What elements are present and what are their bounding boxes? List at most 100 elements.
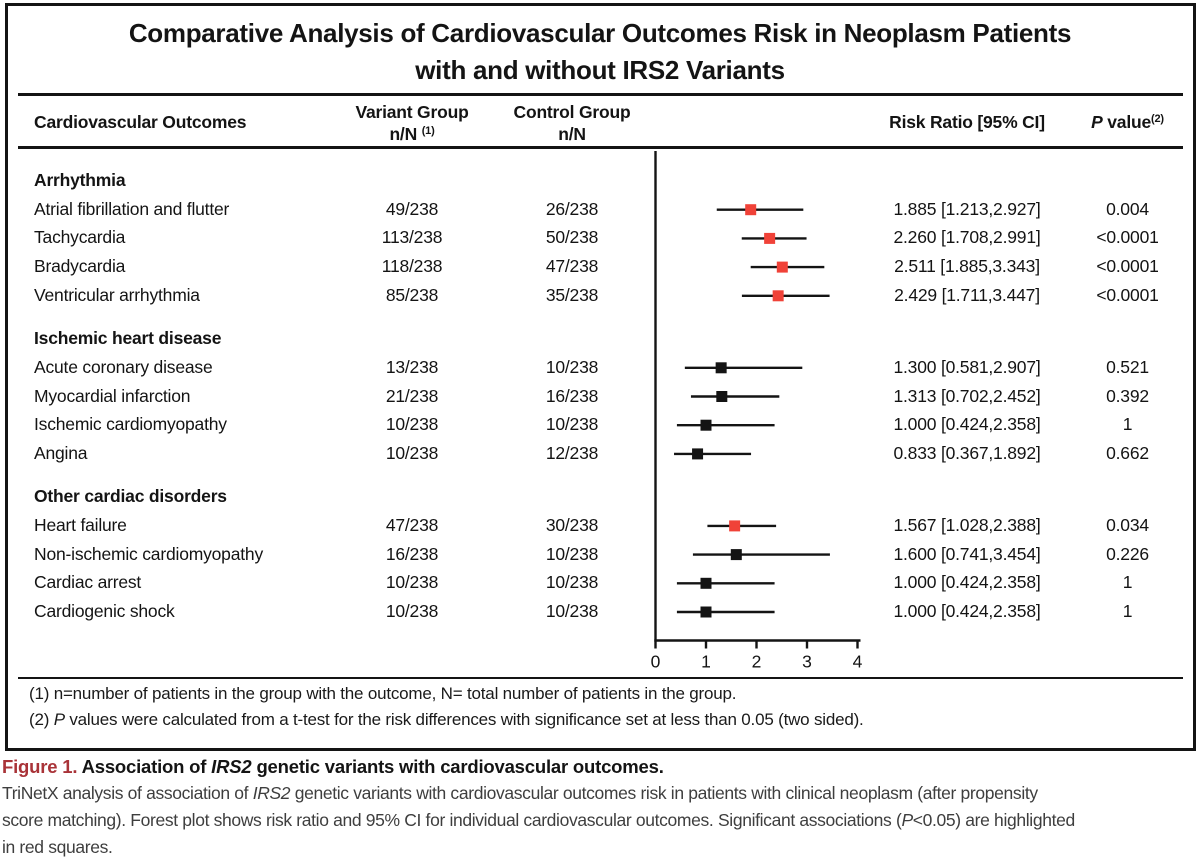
variant-count: 49/238	[385, 198, 439, 219]
control-count: 35/238	[545, 284, 599, 305]
p-value: 0.662	[1106, 442, 1149, 463]
variant-footnote-marker: (1)	[421, 125, 435, 137]
caption-title: Figure 1. Association of IRS2 genetic va…	[2, 756, 664, 778]
outcome-label: Tachycardia	[34, 227, 126, 248]
control-count: 50/238	[545, 227, 599, 248]
caption-title-gene: IRS2	[211, 756, 252, 777]
control-count: 47/238	[545, 256, 599, 277]
col-header-risk-ratio: Risk Ratio [95% CI]	[889, 112, 1045, 132]
caption-body-1b: genetic variants with cardiovascular out…	[290, 783, 1038, 803]
risk-ratio-text: 1.885 [1.213,2.927]	[893, 198, 1041, 219]
risk-ratio-text: 1.000 [0.424,2.358]	[893, 572, 1041, 593]
footnote-2: (2) P values were calculated from a t-te…	[29, 710, 864, 730]
outcome-label: Non-ischemic cardiomyopathy	[34, 543, 263, 564]
figure-number-label: Figure 1.	[2, 756, 78, 777]
variant-count: 10/238	[385, 414, 439, 435]
control-count: 16/238	[545, 385, 599, 406]
caption-body-2a: score matching). Forest plot shows risk …	[2, 810, 902, 830]
outcome-label: Myocardial infarction	[34, 385, 191, 406]
control-count: 10/238	[545, 414, 599, 435]
variant-count: 118/238	[381, 256, 443, 277]
p-value: 1	[1122, 572, 1133, 593]
caption-title-post: genetic variants with cardiovascular out…	[251, 756, 664, 777]
caption-body-line2: score matching). Forest plot shows risk …	[2, 810, 1075, 831]
risk-ratio-text: 2.429 [1.711,3.447]	[894, 284, 1040, 305]
outcome-label: Bradycardia	[34, 256, 126, 277]
section-header: Arrhythmia	[34, 170, 126, 190]
header-rule-top	[18, 93, 1183, 96]
variant-count: 13/238	[385, 356, 439, 377]
footnote-rule	[18, 677, 1183, 679]
control-count: 10/238	[545, 356, 599, 377]
footnote-2-p: P	[53, 710, 65, 729]
risk-ratio-text: 1.600 [0.741,3.454]	[893, 543, 1041, 564]
col-header-variant-group: Variant Group	[355, 102, 469, 122]
col-header-p-value: P value(2)	[1065, 112, 1190, 135]
caption-body-2b: <0.05) are highlighted	[912, 810, 1075, 830]
risk-ratio-text: 0.833 [0.367,1.892]	[893, 442, 1041, 463]
control-count: 26/238	[545, 198, 599, 219]
risk-ratio-text: 1.000 [0.424,2.358]	[893, 414, 1041, 435]
p-value: 0.034	[1106, 514, 1149, 535]
caption-title-pre: Association of	[77, 756, 212, 777]
header-rule-bottom	[18, 146, 1183, 149]
col-header-variant-nn: n/N (1)	[312, 124, 512, 147]
variant-count: 10/238	[385, 601, 439, 621]
p-value: 1	[1122, 414, 1133, 435]
caption-body-p: P	[901, 810, 913, 830]
variant-count: 85/238	[385, 284, 439, 305]
outcome-label: Cardiac arrest	[34, 572, 142, 593]
p-value: <0.0001	[1096, 256, 1159, 277]
caption-body-line1: TriNetX analysis of association of IRS2 …	[2, 783, 1038, 804]
variant-count: 16/238	[385, 543, 439, 564]
section-header: Other cardiac disorders	[34, 486, 227, 507]
figure-frame	[5, 3, 1196, 751]
p-value-rest-text: value	[1102, 112, 1152, 132]
variant-count: 10/238	[385, 572, 439, 593]
p-value: 1	[1122, 601, 1133, 621]
outcome-label: Acute coronary disease	[34, 356, 213, 377]
col-header-control-nn: n/N	[558, 124, 586, 144]
risk-ratio-text: 1.567 [1.028,2.388]	[893, 514, 1041, 535]
footnote-2-rest: values were calculated from a t-test for…	[64, 710, 864, 729]
p-value-p-text: P	[1091, 112, 1103, 132]
risk-ratio-text: 1.300 [0.581,2.907]	[893, 356, 1041, 377]
variant-count: 21/238	[385, 385, 439, 406]
control-count: 10/238	[545, 601, 599, 621]
control-count: 10/238	[545, 572, 599, 593]
footnote-1: (1) n=number of patients in the group wi…	[29, 684, 737, 703]
variant-count: 113/238	[381, 227, 443, 248]
section-header: Ischemic heart disease	[34, 328, 222, 349]
caption-body-1a: TriNetX analysis of association of	[2, 783, 253, 803]
outcome-label: Ventricular arrhythmia	[34, 284, 200, 305]
outcome-label: Angina	[34, 442, 88, 463]
risk-ratio-text: 2.511 [1.885,3.343]	[894, 256, 1040, 277]
outcome-label: Atrial fibrillation and flutter	[34, 198, 230, 219]
outcome-label: Cardiogenic shock	[34, 601, 175, 621]
footnote-2-prefix: (2)	[29, 710, 54, 729]
outcome-label: Ischemic cardiomyopathy	[34, 414, 227, 435]
risk-ratio-text: 1.000 [0.424,2.358]	[893, 601, 1041, 621]
outcome-label: Heart failure	[34, 514, 127, 535]
figure-title-line2: with and without IRS2 Variants	[415, 55, 785, 85]
p-value: 0.226	[1106, 543, 1149, 564]
p-value: <0.0001	[1096, 227, 1159, 248]
risk-ratio-text: 1.313 [0.702,2.452]	[893, 385, 1041, 406]
control-count: 10/238	[545, 543, 599, 564]
variant-count: 10/238	[385, 442, 439, 463]
p-value-footnote-marker: (2)	[1151, 113, 1164, 125]
variant-count: 47/238	[385, 514, 439, 535]
caption-body-gene: IRS2	[252, 783, 291, 803]
caption-body-line3: in red squares.	[2, 837, 113, 857]
figure-title-line1: Comparative Analysis of Cardiovascular O…	[128, 18, 1072, 48]
control-count: 30/238	[545, 514, 599, 535]
p-value: 0.392	[1106, 385, 1149, 406]
control-count: 12/238	[545, 442, 599, 463]
p-value: 0.521	[1106, 356, 1149, 377]
p-value: <0.0001	[1096, 284, 1159, 305]
col-header-outcomes: Cardiovascular Outcomes	[34, 112, 247, 132]
col-header-control-group: Control Group	[513, 102, 631, 122]
risk-ratio-text: 2.260 [1.708,2.991]	[893, 227, 1041, 248]
